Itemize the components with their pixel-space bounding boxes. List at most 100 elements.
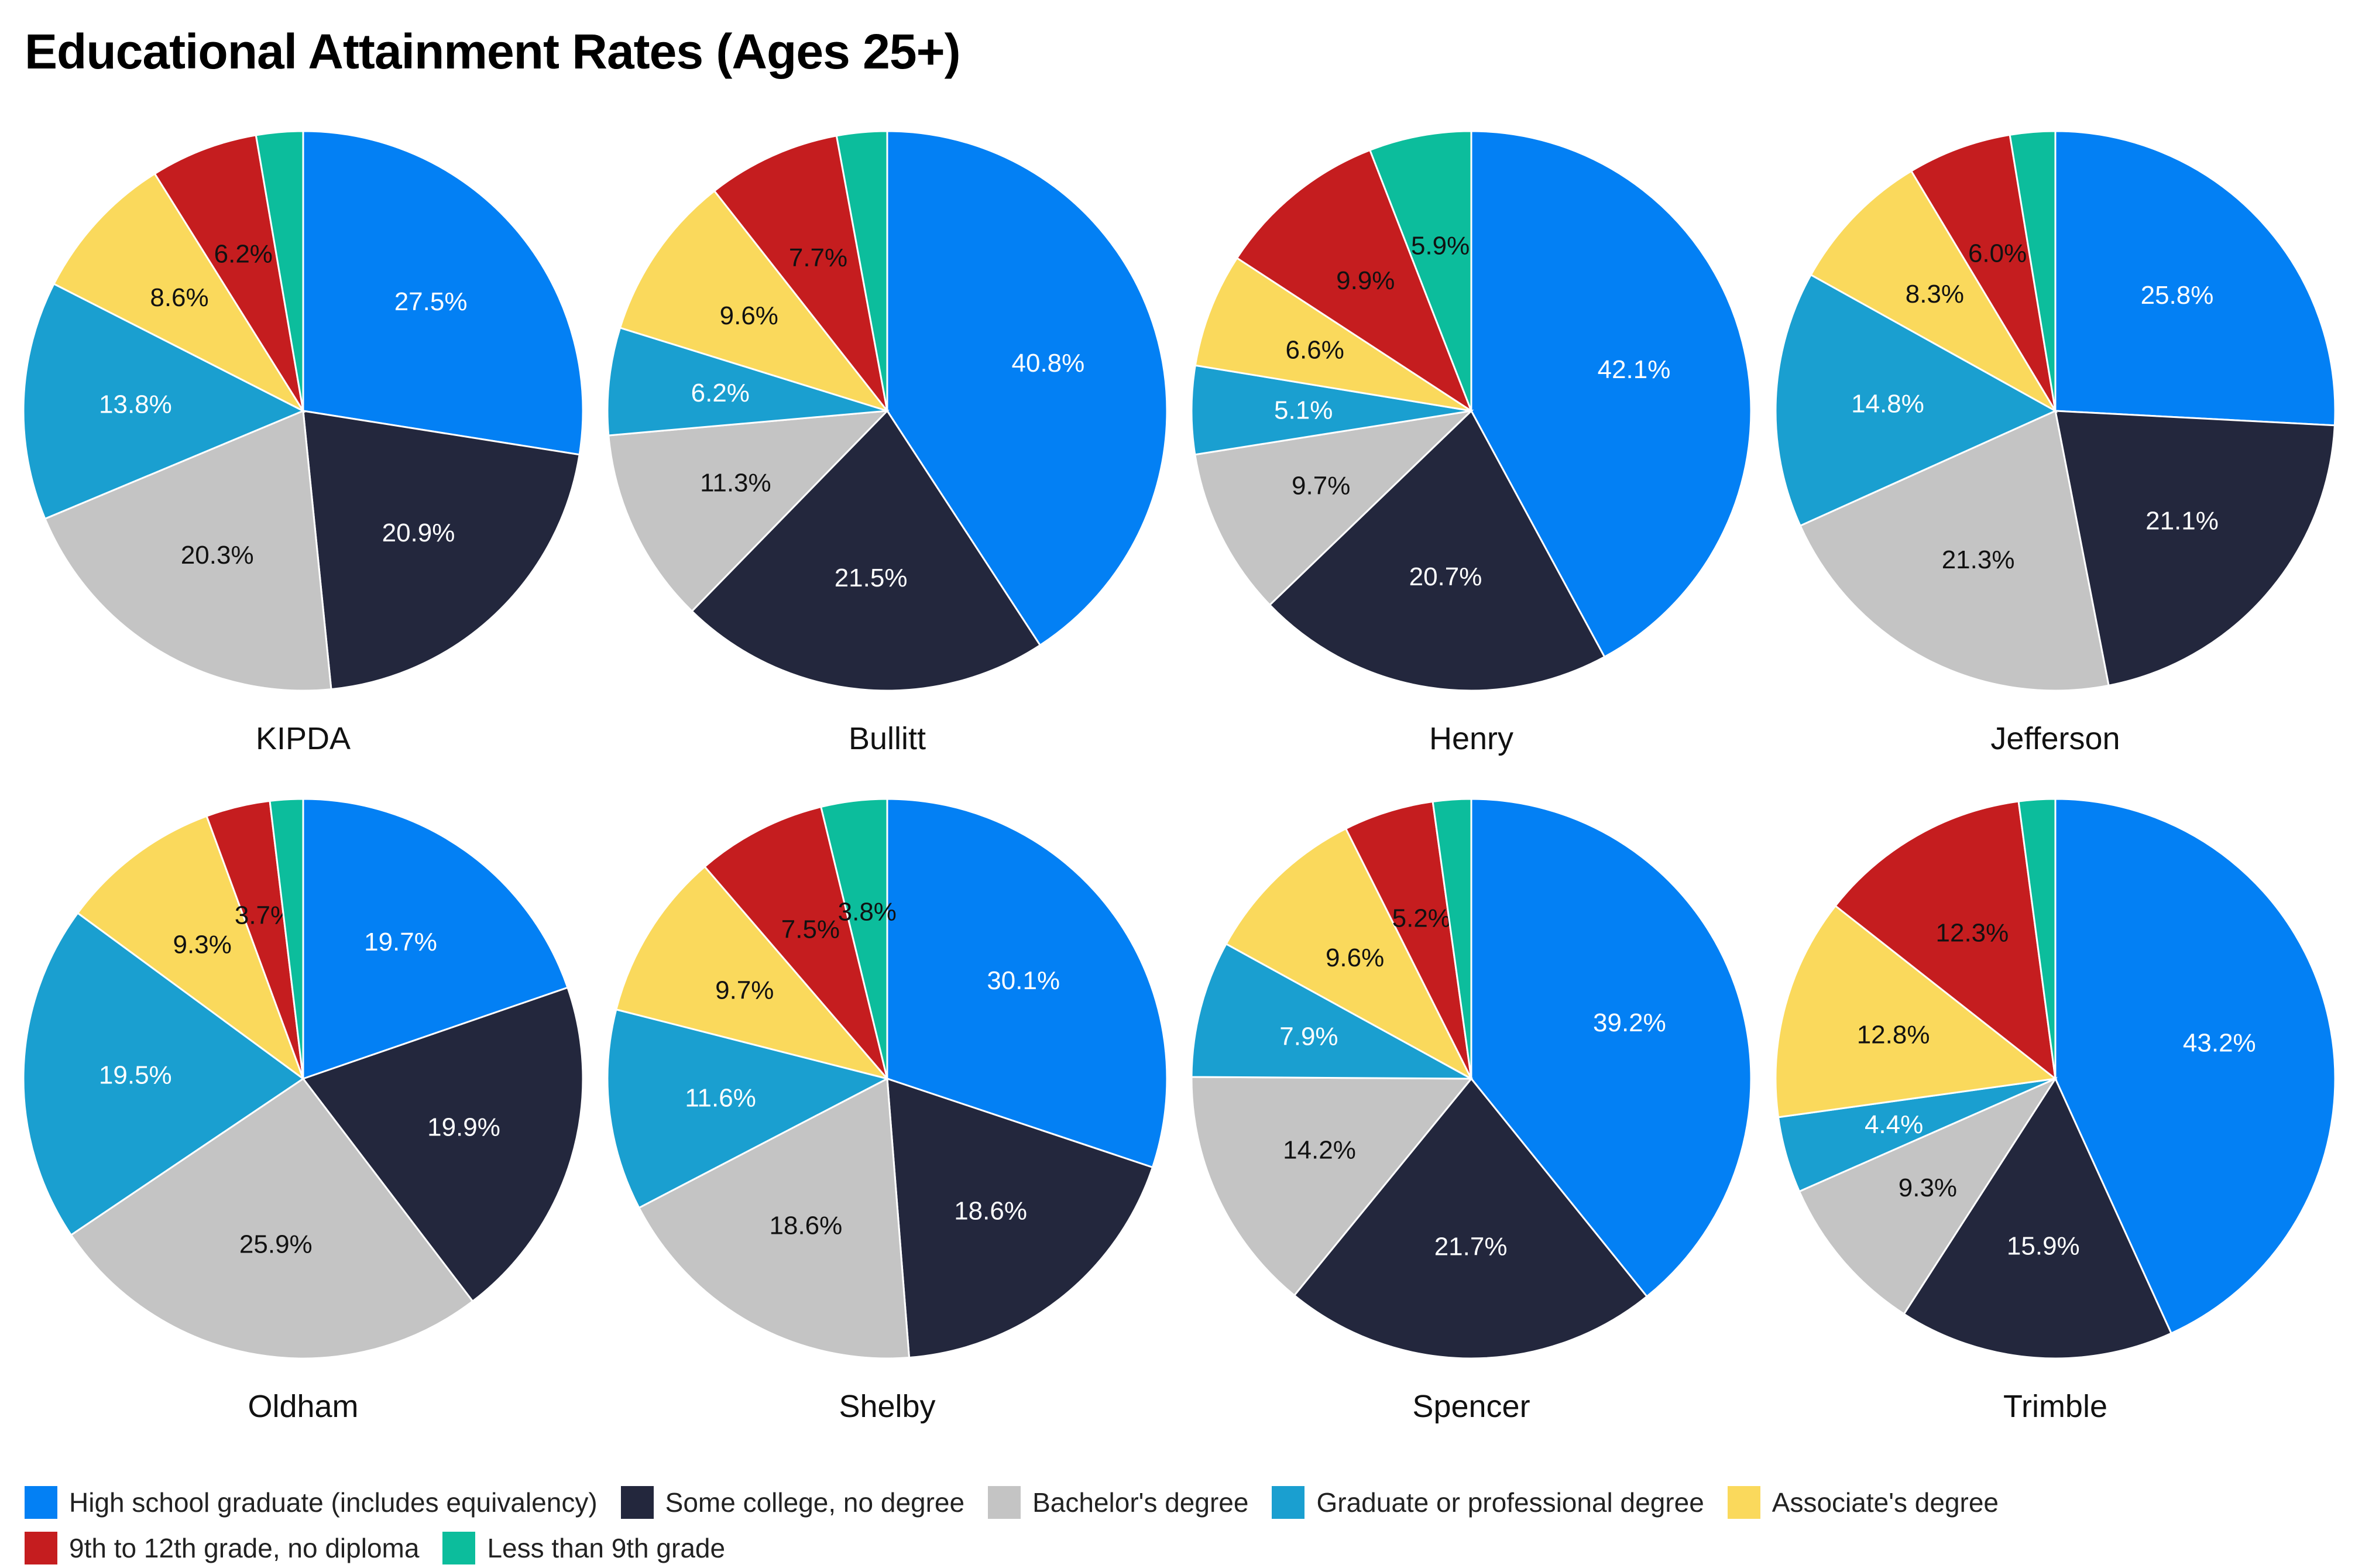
legend-item-bachelor-s-degree: Bachelor's degree xyxy=(988,1484,1248,1521)
pie-spencer: 39.2% 21.7% 14.2% 7.9% 9.6% 5.2% Spencer xyxy=(1190,798,1752,1424)
pie-slice-kipda-less-than-9th-grade xyxy=(255,130,304,411)
pie-bullitt: 40.8% 21.5% 11.3% 6.2% 9.6% 7.7% Bullitt xyxy=(606,130,1168,756)
legend-item-some-college-no-degree: Some college, no degree xyxy=(620,1484,965,1521)
pie-slice-jefferson-9th-to-12th-grade-no-diploma xyxy=(1910,133,2057,411)
data-label-kipda-graduate-or-professional-degree: 13.8% xyxy=(99,390,172,419)
pie-slice-jefferson-bachelor-s-degree xyxy=(1799,409,2110,692)
pie-slice-trimble-associate-s-degree xyxy=(1774,904,2058,1118)
pie-slice-spencer-bachelor-s-degree xyxy=(1190,1076,1474,1297)
legend-item-associate-s-degree: Associate's degree xyxy=(1727,1484,1999,1521)
data-label-bullitt-some-college-no-degree: 21.5% xyxy=(835,564,908,592)
data-label-shelby-associate-s-degree: 9.7% xyxy=(715,976,774,1004)
pie-slice-kipda-9th-to-12th-grade-no-diploma xyxy=(153,134,304,411)
legend-swatch xyxy=(442,1532,476,1564)
pie-slice-oldham-associate-s-degree xyxy=(76,815,305,1082)
data-label-trimble-some-college-no-degree: 15.9% xyxy=(2007,1232,2080,1261)
pie-slice-kipda-some-college-no-degree xyxy=(302,410,581,691)
pie-slice-shelby-9th-to-12th-grade-no-diploma xyxy=(703,805,888,1079)
data-label-oldham-graduate-or-professional-degree: 19.5% xyxy=(99,1061,172,1090)
pie-label-kipda: KIPDA xyxy=(256,721,351,756)
pie-slice-shelby-less-than-9th-grade xyxy=(820,798,888,1079)
data-label-spencer-9th-to-12th-grade-no-diploma: 5.2% xyxy=(1392,904,1451,933)
data-label-spencer-graduate-or-professional-degree: 7.9% xyxy=(1279,1022,1338,1051)
pie-kipda: 27.5% 20.9% 20.3% 13.8% 8.6%6.2% KIPDA xyxy=(22,130,584,756)
pie-slice-spencer-some-college-no-degree xyxy=(1293,1077,1649,1360)
data-label-trimble-graduate-or-professional-degree: 4.4% xyxy=(1865,1110,1923,1139)
pie-slice-oldham-high-school-graduate-includes-equivalency xyxy=(302,798,569,1080)
data-label-bullitt-graduate-or-professional-degree: 6.2% xyxy=(691,379,750,407)
pie-slice-jefferson-associate-s-degree xyxy=(1810,170,2058,414)
pie-slice-trimble-some-college-no-degree xyxy=(1903,1076,2173,1360)
legend: High school graduate (includes equivalen… xyxy=(25,1484,2330,1567)
legend-swatch xyxy=(25,1532,57,1564)
data-label-jefferson-bachelor-s-degree: 21.3% xyxy=(1942,545,2015,574)
data-label-spencer-some-college-no-degree: 21.7% xyxy=(1434,1232,1508,1261)
data-label-trimble-bachelor-s-degree: 9.3% xyxy=(1899,1174,1957,1202)
pie-slice-shelby-high-school-graduate-includes-equivalency xyxy=(886,798,1168,1169)
pie-shelby: 30.1% 18.6% 18.6% 11.6% 9.7% 7.5%3.8% Shelby xyxy=(606,798,1168,1424)
pie-slice-shelby-some-college-no-degree xyxy=(886,1077,1154,1359)
data-label-shelby-less-than-9th-grade: 3.8% xyxy=(838,898,897,927)
legend-label: Associate's degree xyxy=(1772,1487,1999,1518)
pie-slice-trimble-high-school-graduate-includes-equivalency xyxy=(2054,798,2336,1335)
pie-slice-trimble-9th-to-12th-grade-no-diploma xyxy=(1834,800,2057,1081)
data-label-shelby-bachelor-s-degree: 18.6% xyxy=(770,1211,843,1240)
pie-slice-bullitt-some-college-no-degree xyxy=(691,409,1042,692)
data-label-trimble-9th-to-12th-grade-no-diploma: 12.3% xyxy=(1936,918,2009,947)
data-label-henry-high-school-graduate-includes-equivalency: 42.1% xyxy=(1598,355,1671,384)
data-label-oldham-some-college-no-degree: 19.9% xyxy=(427,1113,500,1142)
pie-label-trimble: Trimble xyxy=(2003,1389,2107,1424)
pie-slice-bullitt-less-than-9th-grade xyxy=(835,130,888,411)
legend-item-graduate-or-professional-degree: Graduate or professional degree xyxy=(1272,1484,1704,1521)
legend-label: High school graduate (includes equivalen… xyxy=(69,1487,598,1518)
pie-label-henry: Henry xyxy=(1429,721,1513,756)
data-label-bullitt-9th-to-12th-grade-no-diploma: 7.7% xyxy=(789,243,847,272)
data-label-shelby-some-college-no-degree: 18.6% xyxy=(954,1196,1027,1225)
data-label-kipda-some-college-no-degree: 20.9% xyxy=(382,519,455,547)
pie-slice-spencer-associate-s-degree xyxy=(1225,827,1474,1081)
data-label-kipda-high-school-graduate-includes-equivalency: 27.5% xyxy=(394,287,468,316)
pie-slice-trimble-bachelor-s-degree xyxy=(1798,1076,2058,1316)
pie-jefferson: 25.8% 21.1% 21.3% 14.8% 8.3%6.0% Jefferson xyxy=(1774,130,2336,756)
data-label-spencer-associate-s-degree: 9.6% xyxy=(1326,943,1384,972)
data-label-kipda-bachelor-s-degree: 20.3% xyxy=(181,541,254,569)
data-label-spencer-bachelor-s-degree: 14.2% xyxy=(1283,1136,1356,1165)
pie-henry: 42.1% 20.7% 9.7% 5.1% 6.6% 9.9% 5.9% Henry xyxy=(1190,130,1752,756)
pie-slice-spencer-less-than-9th-grade xyxy=(1431,798,1472,1079)
pie-slice-henry-9th-to-12th-grade-no-diploma xyxy=(1235,149,1474,413)
data-label-jefferson-associate-s-degree: 8.3% xyxy=(1906,280,1964,308)
data-label-trimble-associate-s-degree: 12.8% xyxy=(1857,1021,1930,1049)
data-label-shelby-high-school-graduate-includes-equivalency: 30.1% xyxy=(987,966,1060,995)
pie-slice-bullitt-9th-to-12th-grade-no-diploma xyxy=(713,135,888,411)
data-label-jefferson-some-college-no-degree: 21.1% xyxy=(2145,507,2219,536)
pie-slice-oldham-graduate-or-professional-degree xyxy=(22,911,305,1237)
pie-slice-bullitt-graduate-or-professional-degree xyxy=(606,327,888,437)
data-label-henry-some-college-no-degree: 20.7% xyxy=(1409,562,1482,591)
pie-label-jefferson: Jefferson xyxy=(1990,721,2120,756)
pie-oldham: 19.7%19.9%25.9%19.5%9.3%3.7%Oldham xyxy=(22,798,584,1424)
data-label-henry-graduate-or-professional-degree: 5.1% xyxy=(1274,396,1333,425)
pie-label-shelby: Shelby xyxy=(839,1389,935,1424)
pie-slice-spencer-high-school-graduate-includes-equivalency xyxy=(1470,798,1752,1298)
data-label-jefferson-high-school-graduate-includes-equivalency: 25.8% xyxy=(2141,281,2214,310)
data-label-oldham-associate-s-degree: 9.3% xyxy=(173,930,232,959)
data-label-henry-bachelor-s-degree: 9.7% xyxy=(1292,471,1350,500)
pie-slice-spencer-9th-to-12th-grade-no-diploma xyxy=(1344,800,1472,1079)
pie-slice-bullitt-bachelor-s-degree xyxy=(607,410,890,613)
legend-label: Bachelor's degree xyxy=(1032,1487,1249,1518)
data-label-oldham-high-school-graduate-includes-equivalency: 19.7% xyxy=(364,928,437,956)
data-label-bullitt-high-school-graduate-includes-equivalency: 40.8% xyxy=(1012,349,1085,378)
data-label-jefferson-9th-to-12th-grade-no-diploma: 6.0% xyxy=(1968,239,2027,267)
data-label-trimble-high-school-graduate-includes-equivalency: 43.2% xyxy=(2183,1029,2256,1058)
pie-slice-kipda-associate-s-degree xyxy=(53,172,306,413)
pie-slice-jefferson-less-than-9th-grade xyxy=(2009,130,2057,411)
data-label-bullitt-bachelor-s-degree: 11.3% xyxy=(700,468,771,497)
legend-swatch xyxy=(620,1486,654,1519)
pie-slice-bullitt-associate-s-degree xyxy=(619,190,890,413)
pie-charts-grid: 27.5%20.9%20.3%13.8%8.6%6.2%KIPDA40.8%21… xyxy=(22,130,2336,1424)
pie-label-bullitt: Bullitt xyxy=(849,721,926,756)
data-label-henry-less-than-9th-grade: 5.9% xyxy=(1411,232,1470,260)
legend-swatch xyxy=(1727,1486,1760,1519)
legend-label: Some college, no degree xyxy=(665,1487,965,1518)
pie-slice-henry-graduate-or-professional-degree xyxy=(1190,364,1472,456)
